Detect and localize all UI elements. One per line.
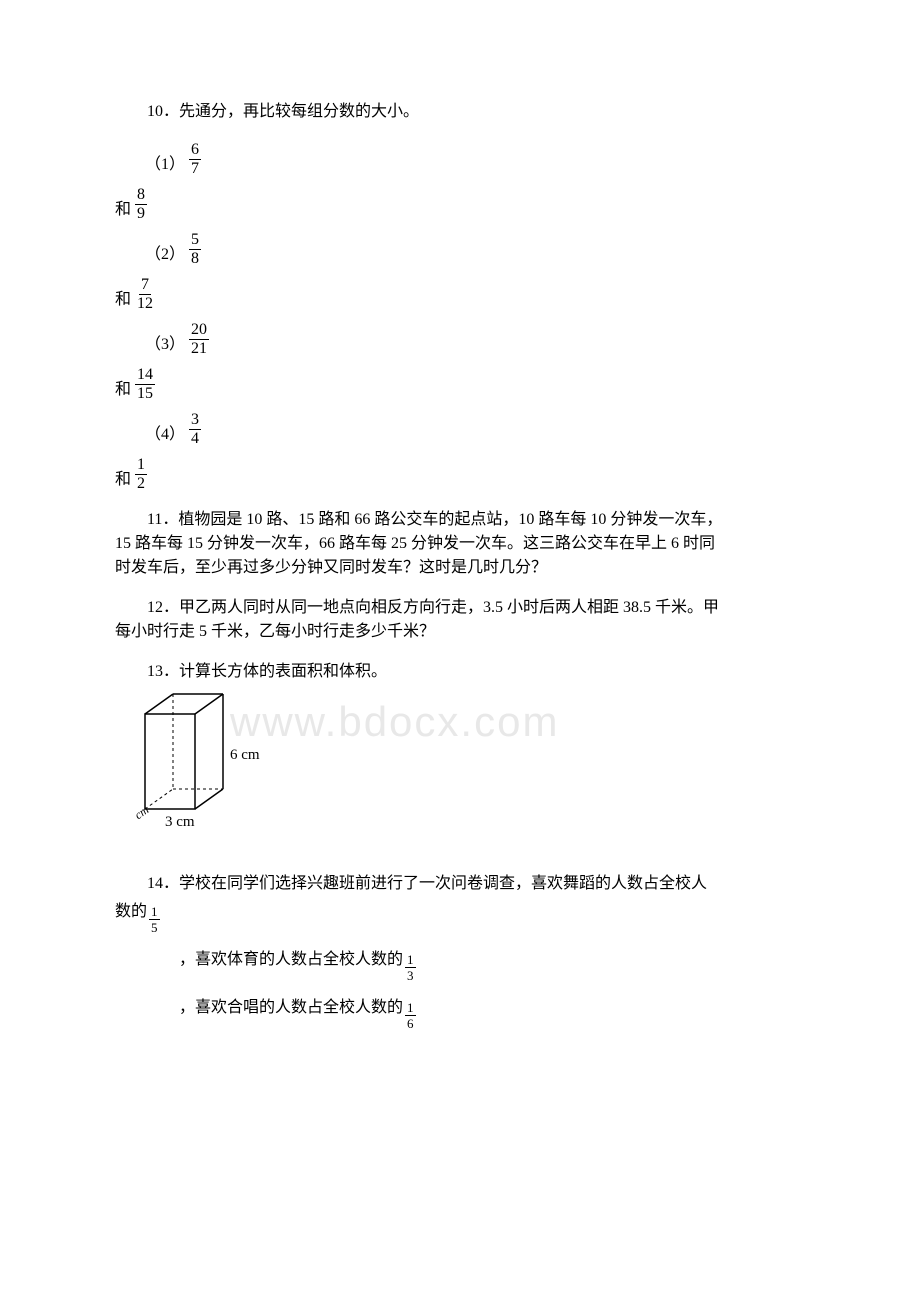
- q10-item-4a: （4） 3 4: [115, 412, 805, 447]
- q14-sub1: ，喜欢体育的人数占全校人数的 1 3: [115, 948, 805, 982]
- and-text: 和: [115, 198, 131, 222]
- denominator: 9: [135, 205, 147, 222]
- q14-line2-pre: 数的: [115, 900, 147, 924]
- denominator: 6: [405, 1016, 416, 1030]
- q11-line2: 15 路车每 15 分钟发一次车，66 路车每 25 分钟发一次车。这三路公交车…: [115, 532, 805, 556]
- q10-item-2b: 和 7 12: [115, 277, 805, 312]
- q14-line1: 14．学校在同学们选择兴趣班前进行了一次问卷调查，喜欢舞蹈的人数占全校人: [115, 872, 805, 896]
- numerator: 5: [189, 232, 201, 250]
- q14-sub2: ，喜欢合唱的人数占全校人数的 1 6: [115, 996, 805, 1030]
- q14-sub1-pre: ，喜欢体育的人数占全校人数的: [179, 948, 403, 972]
- q10-label-3: （3）: [145, 333, 185, 357]
- numerator: 14: [135, 367, 155, 385]
- question-14: 14．学校在同学们选择兴趣班前进行了一次问卷调查，喜欢舞蹈的人数占全校人 数的 …: [115, 872, 805, 1030]
- fraction: 1 5: [149, 905, 160, 934]
- numerator: 6: [189, 142, 201, 160]
- denominator: 2: [135, 475, 147, 492]
- numerator: 7: [139, 277, 151, 295]
- numerator: 3: [189, 412, 201, 430]
- and-text: 和: [115, 468, 131, 492]
- cuboid-diagram: 6 cm 3 cm 4 cm: [135, 689, 805, 847]
- question-10: 10．先通分，再比较每组分数的大小。 （1） 6 7 和 8 9 （2） 5 8…: [115, 100, 805, 492]
- q10-item-3b: 和 14 15: [115, 367, 805, 402]
- denominator: 3: [405, 968, 416, 982]
- fraction: 5 8: [189, 232, 201, 267]
- denominator: 8: [189, 250, 201, 267]
- numerator: 8: [135, 187, 147, 205]
- q10-item-2a: （2） 5 8: [115, 232, 805, 267]
- document-content: 10．先通分，再比较每组分数的大小。 （1） 6 7 和 8 9 （2） 5 8…: [115, 100, 805, 1030]
- q10-header: 10．先通分，再比较每组分数的大小。: [115, 100, 805, 124]
- fraction: 1 2: [135, 457, 147, 492]
- numerator: 1: [149, 905, 160, 920]
- q10-item-1a: （1） 6 7: [115, 142, 805, 177]
- fraction: 3 4: [189, 412, 201, 447]
- fraction: 14 15: [135, 367, 155, 402]
- q13-header: 13．计算长方体的表面积和体积。: [115, 660, 805, 684]
- numerator: 1: [405, 1001, 416, 1016]
- fraction: 1 3: [405, 953, 416, 982]
- q12-line2: 每小时行走 5 千米，乙每小时行走多少千米？: [115, 620, 805, 644]
- q11-line3: 时发车后，至少再过多少分钟又同时发车？这时是几时几分？: [115, 556, 805, 580]
- denominator: 5: [149, 920, 160, 934]
- q10-item-1b: 和 8 9: [115, 187, 805, 222]
- numerator: 20: [189, 322, 209, 340]
- numerator: 1: [135, 457, 147, 475]
- q14-sub2-pre: ，喜欢合唱的人数占全校人数的: [179, 996, 403, 1020]
- dim-height: 6 cm: [230, 747, 260, 763]
- q10-label-1: （1）: [145, 153, 185, 177]
- denominator: 12: [135, 295, 155, 312]
- and-text: 和: [115, 288, 131, 312]
- and-text: 和: [115, 378, 131, 402]
- question-13: 13．计算长方体的表面积和体积。 6 cm 3 cm 4 cm: [115, 660, 805, 847]
- question-11: 11．植物园是 10 路、15 路和 66 路公交车的起点站，10 路车每 10…: [115, 508, 805, 580]
- q10-item-4b: 和 1 2: [115, 457, 805, 492]
- q14-line2: 数的 1 5: [115, 900, 805, 934]
- dim-depth: 4 cm: [135, 802, 152, 827]
- q12-line1: 12．甲乙两人同时从同一地点向相反方向行走，3.5 小时后两人相距 38.5 千…: [115, 596, 805, 620]
- denominator: 7: [189, 160, 201, 177]
- numerator: 1: [405, 953, 416, 968]
- q10-label-2: （2）: [145, 243, 185, 267]
- fraction: 20 21: [189, 322, 209, 357]
- question-12: 12．甲乙两人同时从同一地点向相反方向行走，3.5 小时后两人相距 38.5 千…: [115, 596, 805, 644]
- q10-item-3a: （3） 20 21: [115, 322, 805, 357]
- dim-width: 3 cm: [165, 814, 195, 830]
- fraction: 7 12: [135, 277, 155, 312]
- denominator: 15: [135, 385, 155, 402]
- fraction: 1 6: [405, 1001, 416, 1030]
- fraction: 8 9: [135, 187, 147, 222]
- denominator: 4: [189, 430, 201, 447]
- fraction: 6 7: [189, 142, 201, 177]
- q10-label-4: （4）: [145, 423, 185, 447]
- q11-line1: 11．植物园是 10 路、15 路和 66 路公交车的起点站，10 路车每 10…: [115, 508, 805, 532]
- denominator: 21: [189, 340, 209, 357]
